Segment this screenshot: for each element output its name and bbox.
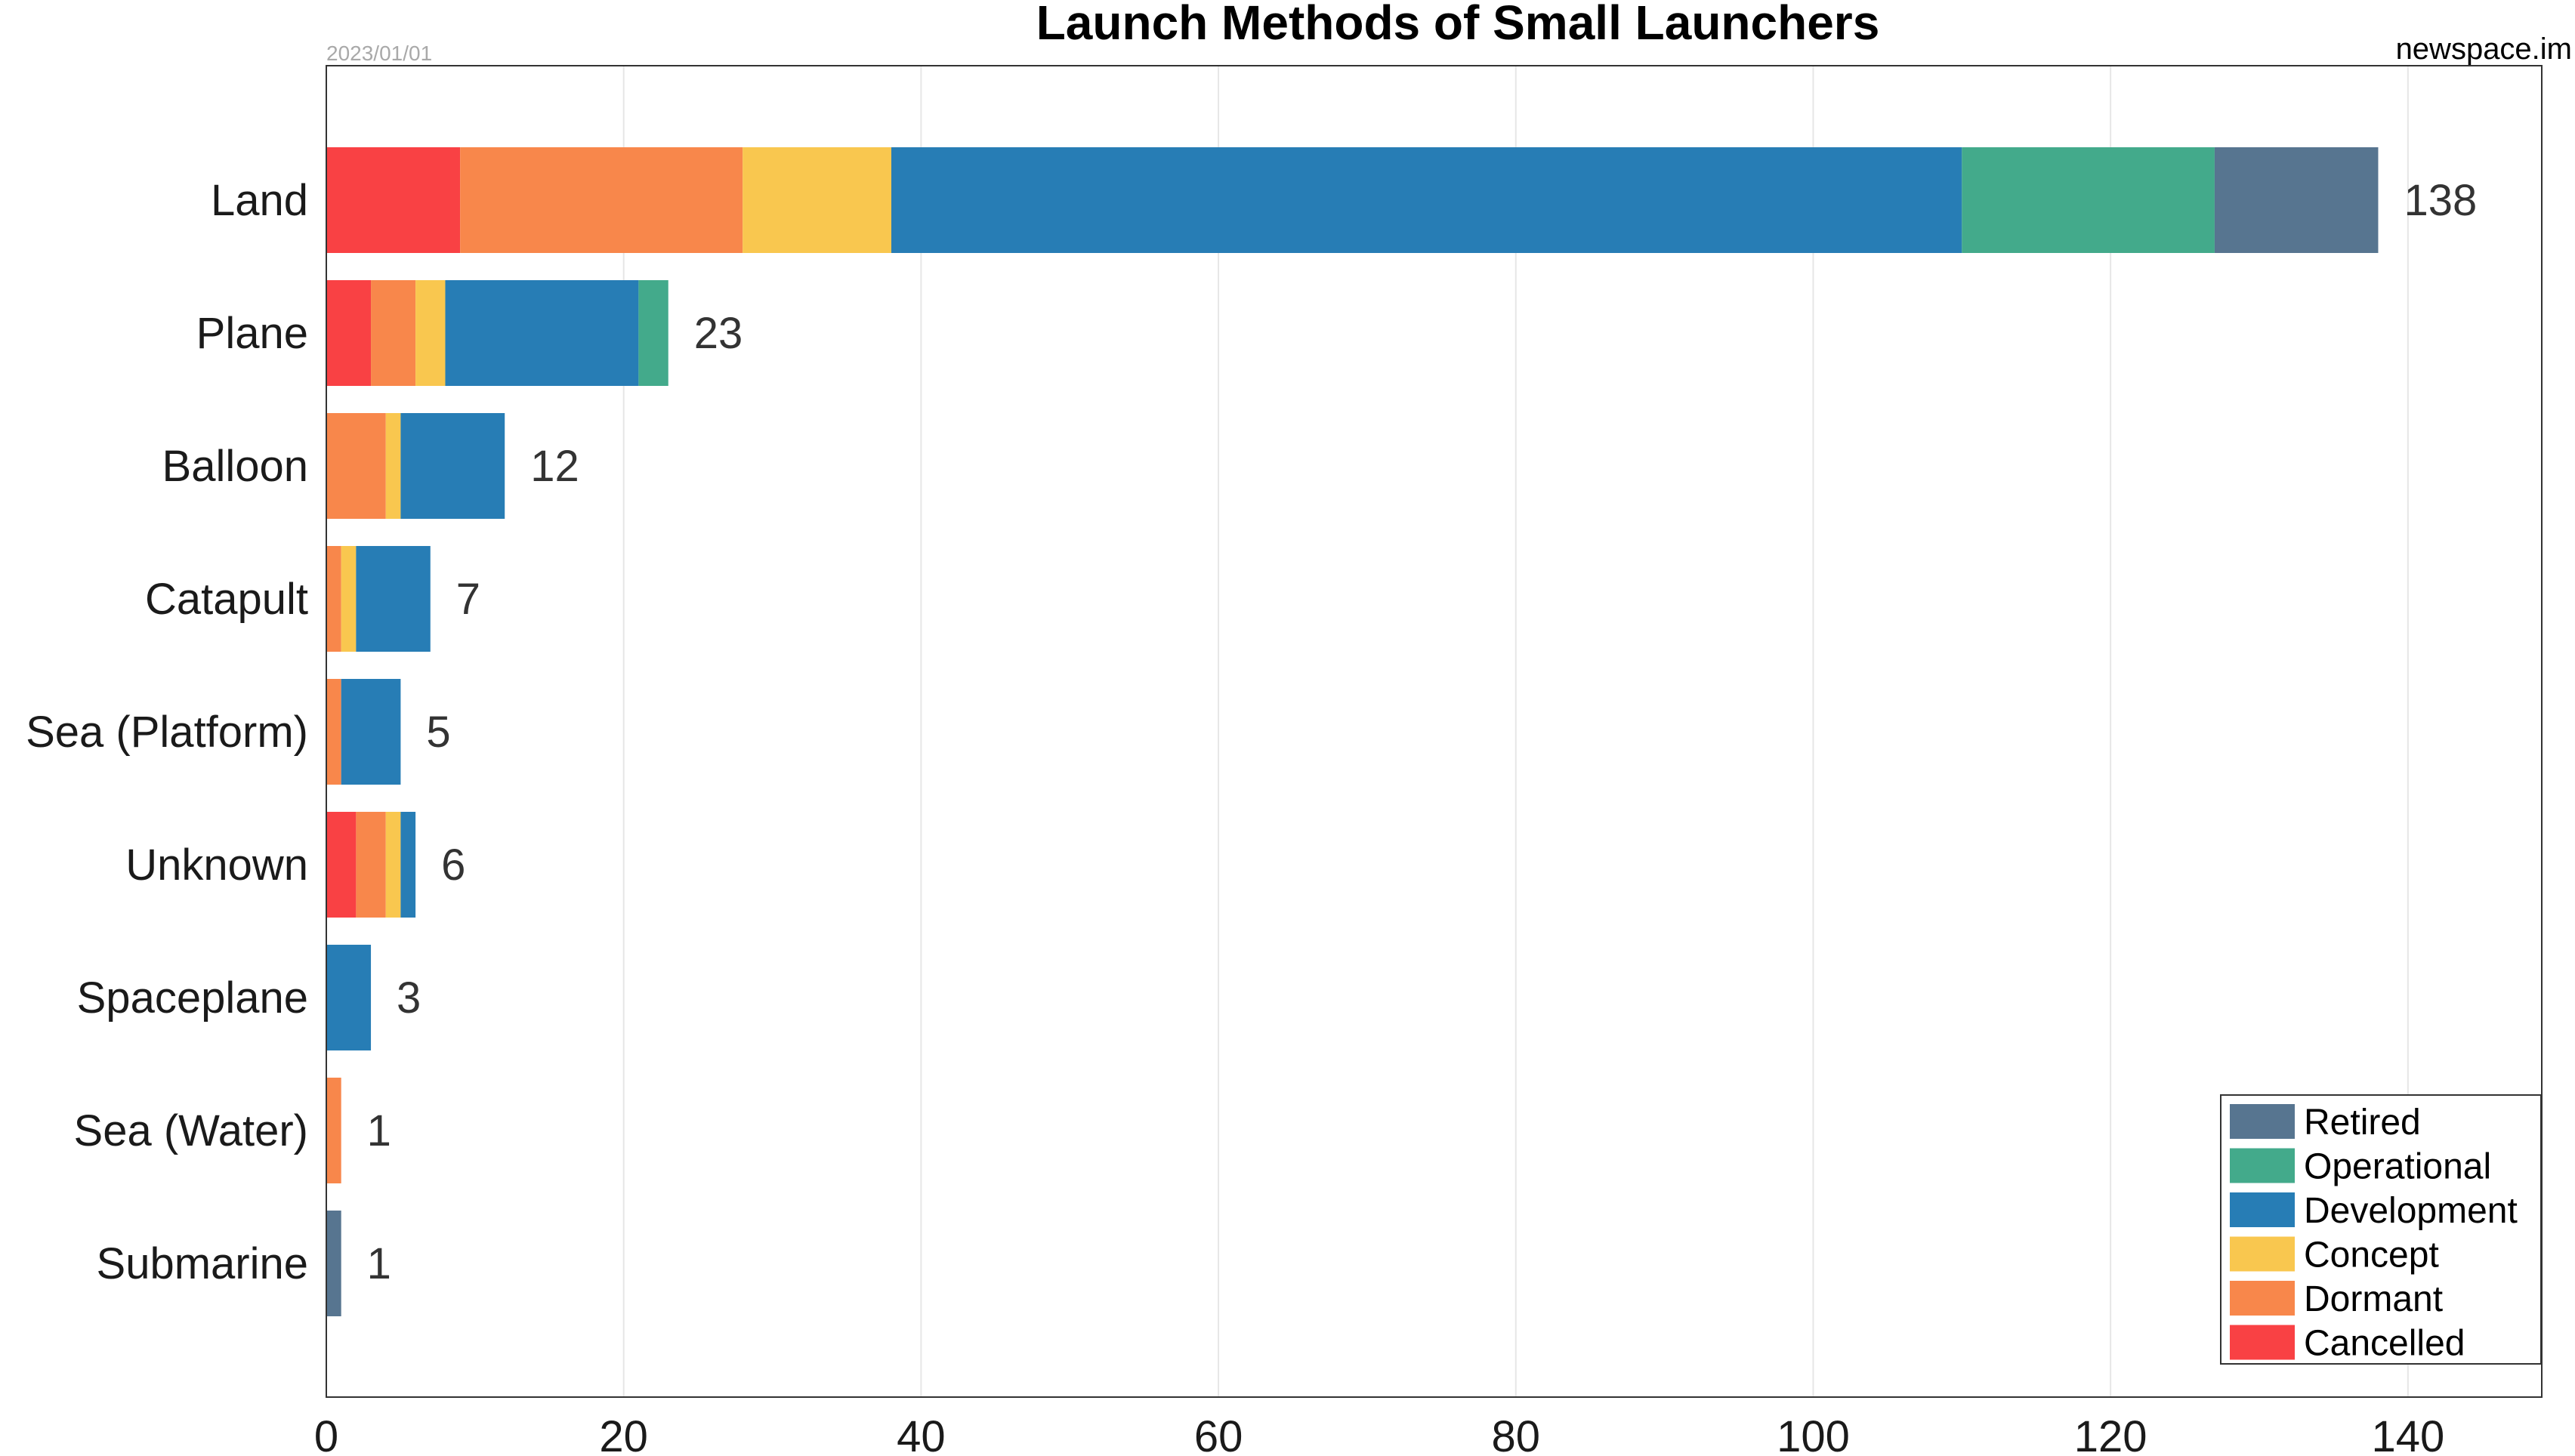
category-label: Catapult [145,575,308,624]
bar-retired-land [2214,147,2379,253]
x-tick-label: 120 [2074,1412,2147,1456]
bar-total-label: 3 [397,973,421,1023]
legend-label-dormant: Dormant [2304,1279,2443,1319]
chart-title: Launch Methods of Small Launchers [1036,0,1880,50]
bars [326,147,2379,1316]
bar-total-label: 138 [2404,176,2477,225]
bar-totals: 138 23 12 7 5 6 3 1 1 [367,176,2478,1288]
bar-dormant-plane [371,280,416,386]
legend-label-operational: Operational [2304,1147,2491,1187]
bar-dormant-balloon [326,413,386,519]
legend-box [2220,1094,2542,1365]
bar-dormant-sea-platform [326,679,341,785]
x-tick-labels: 0 20 40 60 80 100 120 140 [314,1412,2444,1456]
category-label: Balloon [162,442,308,491]
bar-total-label: 5 [426,708,450,757]
legend-label-development: Development [2304,1191,2518,1231]
legend: RetiredOperationalDevelopmentConceptDorm… [2220,1094,2542,1365]
category-label: Sea (Platform) [26,708,308,757]
chart-date: 2023/01/01 [326,42,432,65]
bar-operational-plane [638,280,668,386]
chart-source: newspace.im [2396,32,2572,66]
x-tick-label: 0 [314,1412,338,1456]
category-label: Land [211,176,308,225]
bar-concept-balloon [385,413,401,519]
category-label: Sea (Water) [74,1106,308,1155]
bar-dormant-land [460,147,743,253]
bar-development-plane [445,280,639,386]
bar-development-balloon [400,413,505,519]
bar-total-label: 1 [367,1239,391,1288]
legend-label-cancelled: Cancelled [2304,1324,2465,1364]
legend-swatch-retired [2230,1104,2295,1139]
bar-concept-catapult [341,546,357,652]
bar-total-label: 12 [530,442,579,491]
legend-swatch-dormant [2230,1281,2295,1316]
bar-cancelled-unknown [326,812,357,918]
bar-development-catapult [356,546,431,652]
bar-development-unknown [400,812,416,918]
bar-cancelled-plane [326,280,372,386]
bar-concept-unknown [385,812,401,918]
gridlines [622,66,2409,1397]
legend-swatch-development [2230,1192,2295,1227]
category-label: Submarine [97,1239,308,1288]
legend-swatch-operational [2230,1148,2295,1183]
bar-concept-plane [415,280,446,386]
legend-swatch-cancelled [2230,1325,2295,1360]
x-tick-label: 80 [1492,1412,1541,1456]
bar-total-label: 23 [694,309,743,358]
bar-total-label: 7 [456,575,480,624]
x-tick-label: 100 [1777,1412,1850,1456]
bar-retired-submarine [326,1211,341,1316]
bar-operational-land [1962,147,2215,253]
category-label: Spaceplane [77,973,308,1023]
x-tick-label: 140 [2371,1412,2444,1456]
bar-dormant-sea-water [326,1078,341,1183]
bar-development-land [891,147,1962,253]
legend-label-retired: Retired [2304,1103,2421,1143]
category-labels: Land Plane Balloon Catapult Sea (Platform) Un… [26,176,308,1288]
category-label: Plane [196,309,308,358]
legend-label-concept: Concept [2304,1235,2439,1276]
bar-dormant-unknown [356,812,386,918]
legend-swatch-concept [2230,1236,2295,1272]
bar-total-label: 6 [441,841,465,890]
x-tick-label: 40 [897,1412,946,1456]
plot-frame [326,65,2543,1398]
bar-development-sea-platform [341,679,401,785]
bar-dormant-catapult [326,546,341,652]
category-label: Unknown [125,841,308,890]
bar-concept-land [743,147,892,253]
bar-development-spaceplane [326,945,372,1050]
bar-total-label: 1 [367,1106,391,1155]
bar-cancelled-land [326,147,461,253]
x-tick-label: 60 [1194,1412,1243,1456]
x-tick-label: 20 [599,1412,648,1456]
